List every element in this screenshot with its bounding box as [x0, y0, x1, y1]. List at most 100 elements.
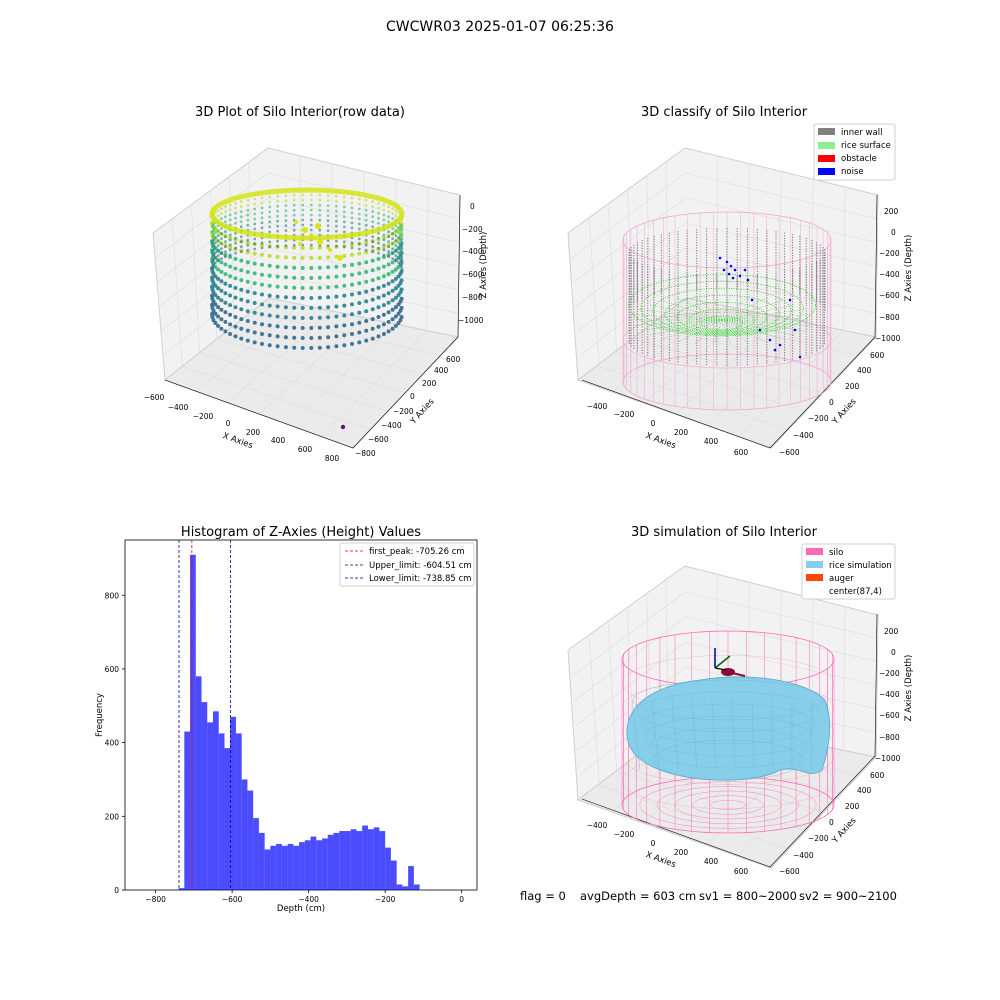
point [301, 208, 305, 212]
point [260, 292, 264, 297]
point [376, 266, 381, 271]
point [391, 237, 394, 241]
rice-surface-points [700, 315, 743, 331]
point [387, 230, 390, 234]
point [253, 222, 257, 226]
point [245, 299, 250, 304]
point [267, 333, 272, 338]
point [400, 230, 403, 234]
point [386, 281, 391, 286]
point [396, 283, 401, 288]
raw-ztick: −200 [462, 225, 483, 234]
raw-ztick: −400 [462, 247, 483, 256]
point [376, 334, 381, 339]
point [377, 211, 380, 215]
point [397, 261, 400, 264]
histogram-xtick-label: −600 [222, 895, 243, 904]
point [377, 251, 380, 255]
sim-ztick: 200 [884, 627, 899, 636]
point [213, 311, 218, 316]
noise-point [773, 348, 777, 352]
point [334, 294, 339, 299]
point [239, 225, 243, 229]
point [376, 295, 381, 300]
point [239, 297, 244, 302]
point [245, 260, 250, 265]
cls-xtick: 400 [704, 437, 719, 446]
axis-line [581, 336, 876, 449]
histogram-bar [304, 840, 311, 890]
gridline [843, 606, 846, 750]
point [376, 256, 381, 261]
point [212, 233, 215, 237]
plot3d-simulation: 3D simulation of Silo Interior silo rice… [567, 525, 914, 876]
raw-ytick: −800 [355, 449, 376, 458]
point [245, 270, 250, 274]
rice-surface-points [627, 273, 816, 337]
point [283, 285, 288, 290]
cls-ztick: −400 [879, 270, 900, 279]
point [275, 324, 280, 329]
point [252, 301, 257, 305]
raw-xtick: 600 [298, 445, 313, 454]
point [228, 208, 232, 212]
legend-label: obstacle [841, 154, 877, 164]
point [315, 223, 321, 229]
point [387, 240, 390, 244]
histogram-xtick-label: −200 [375, 895, 396, 904]
point [212, 228, 215, 232]
point [357, 251, 362, 256]
point [252, 291, 257, 296]
point [387, 220, 390, 224]
point [214, 261, 217, 264]
point [246, 243, 250, 247]
point [377, 246, 380, 250]
legend-swatch-silo [806, 548, 823, 555]
rice-surface-points [676, 297, 723, 321]
point [350, 206, 354, 210]
point [233, 334, 238, 339]
rice-simulation-mesh [671, 699, 679, 771]
rice-simulation-mesh [771, 699, 774, 771]
point [350, 292, 354, 297]
point [284, 224, 288, 228]
point [318, 218, 322, 222]
point [391, 257, 394, 260]
point [400, 225, 403, 229]
point [335, 199, 338, 203]
point [387, 215, 390, 219]
sim-xtick: 200 [674, 848, 689, 857]
point [394, 229, 398, 233]
rice-simulation-mesh [631, 699, 641, 771]
point [397, 226, 400, 230]
point [228, 293, 233, 298]
point [390, 317, 395, 322]
histogram-bar [350, 829, 357, 890]
point [228, 283, 233, 288]
cls-ztick: −600 [879, 291, 900, 300]
point [211, 235, 214, 239]
histogram-title: Histogram of Z-Axies (Height) Values [181, 525, 421, 540]
point [276, 219, 279, 223]
point [276, 229, 279, 233]
point [300, 306, 305, 310]
rice-simulation-mesh [711, 699, 717, 771]
point [223, 319, 228, 324]
point [234, 211, 237, 215]
point [350, 332, 354, 336]
point [397, 236, 400, 240]
rice-surface-points [721, 297, 768, 321]
raw-xtick: 400 [271, 436, 286, 445]
point [253, 207, 257, 211]
histogram-ylabel: Frequency [95, 693, 105, 737]
point [300, 266, 305, 270]
point [309, 213, 313, 217]
raw-xtick: −600 [144, 393, 165, 402]
point [252, 281, 257, 286]
histogram-bar [413, 884, 420, 890]
point [239, 215, 243, 219]
point [335, 204, 338, 208]
point [399, 238, 402, 242]
point [309, 218, 313, 222]
point [391, 252, 394, 256]
